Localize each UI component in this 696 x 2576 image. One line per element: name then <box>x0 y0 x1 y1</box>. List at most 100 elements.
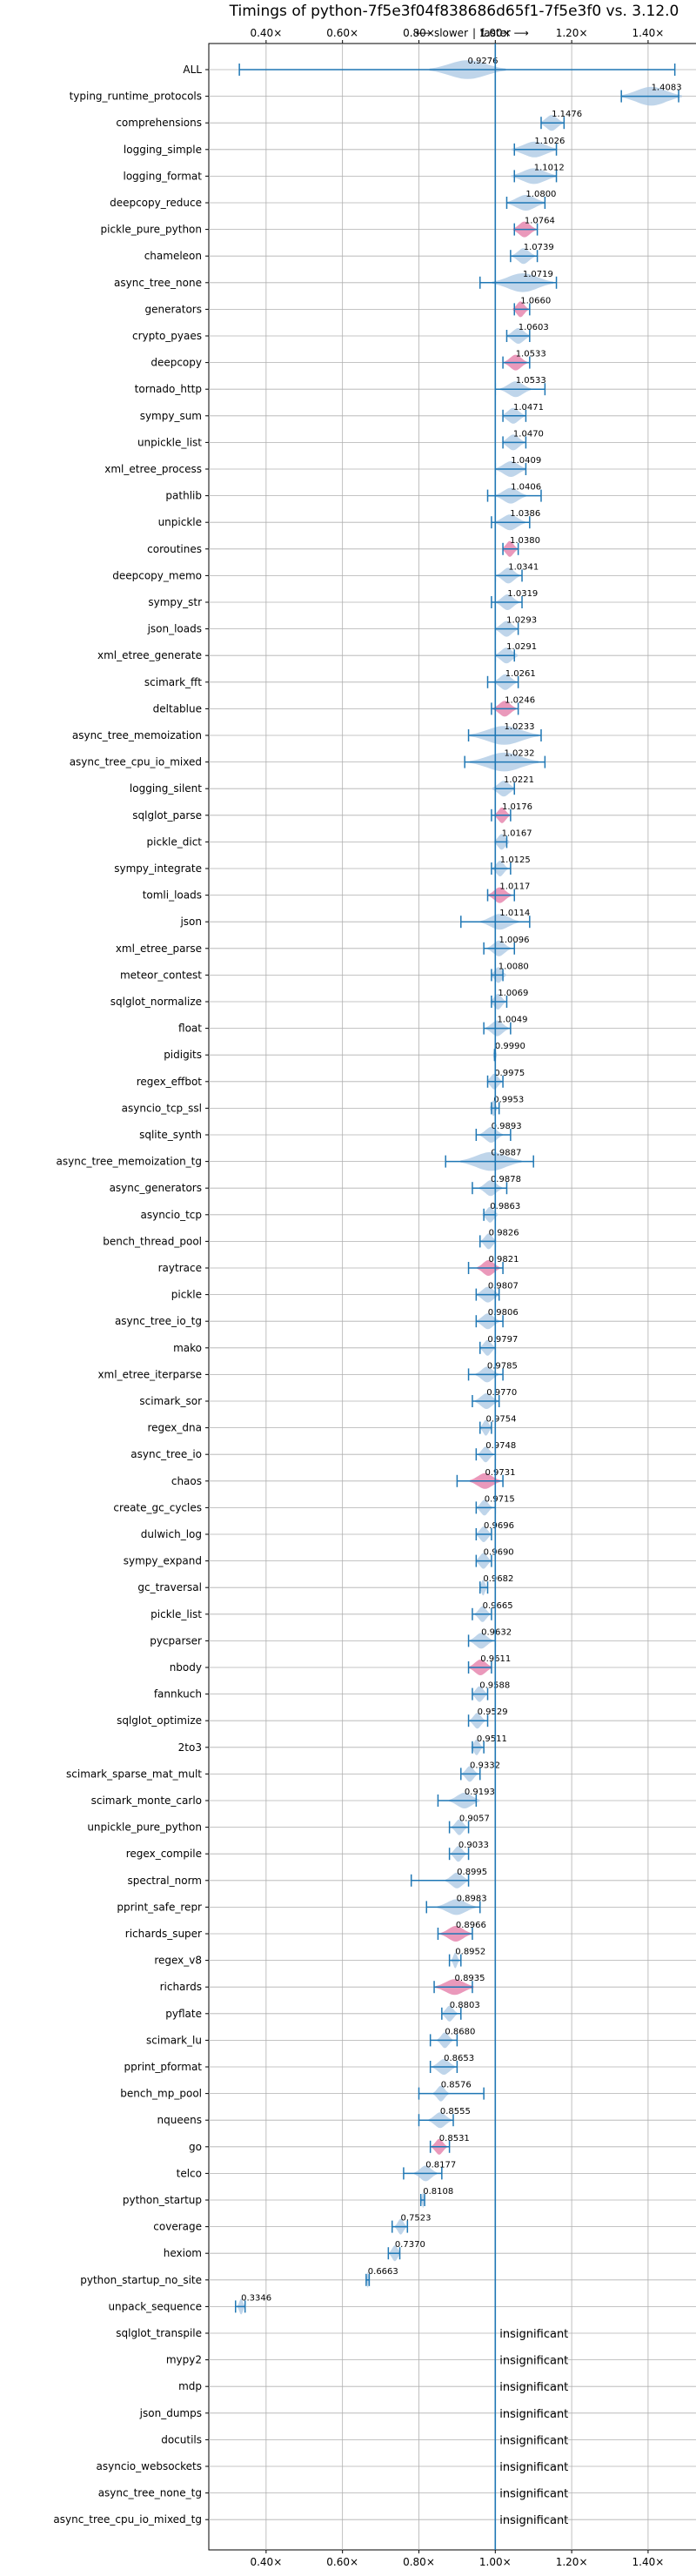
benchmark-name: async_tree_cpu_io_mixed_tg <box>53 2513 202 2526</box>
violins: 0.9276 1.4083 1.1476 1.1026 1.1012 1.0800 1.07… <box>234 44 682 2550</box>
benchmark-name: spectral_norm <box>127 1875 202 1887</box>
benchmark-name: mypy2 <box>166 2354 202 2366</box>
benchmark-name: hexiom <box>164 2247 202 2259</box>
insignificant-label: insignificant <box>499 2408 568 2421</box>
grid <box>209 44 696 2550</box>
value-label: 0.9332 <box>470 1761 500 1770</box>
benchmark-name: asyncio_tcp <box>140 1209 202 1221</box>
benchmark-name: logging_simple <box>124 144 202 156</box>
faster-label: faster ⟶ <box>480 27 529 39</box>
value-label: 1.4083 <box>652 84 682 93</box>
value-label: 1.0176 <box>502 802 532 812</box>
value-label: 1.0471 <box>513 403 544 413</box>
value-label: 1.0114 <box>499 909 530 918</box>
value-label: 1.0261 <box>505 669 536 679</box>
bottom-x-ticks: 0.40× 0.60× 0.80× 1.00× 1.20× 1.40× <box>250 2550 664 2568</box>
value-label: 0.9731 <box>485 1468 515 1478</box>
benchmark-name: create_gc_cycles <box>113 1501 202 1513</box>
benchmark-name: richards_super <box>125 1928 202 1940</box>
value-label: 0.9990 <box>495 1042 525 1051</box>
insignificant-label: insignificant <box>499 2381 568 2394</box>
value-label: 1.0764 <box>525 217 555 226</box>
insignificant-label: insignificant <box>499 2461 568 2474</box>
benchmark-name: ALL <box>183 64 202 76</box>
value-label: 1.0221 <box>504 775 534 785</box>
value-label: 0.9821 <box>488 1255 519 1265</box>
value-label: 1.0660 <box>520 296 551 305</box>
value-label: 0.9863 <box>490 1202 520 1211</box>
benchmark-name: pathlib <box>165 490 202 502</box>
insignificant-label: insignificant <box>499 2328 568 2341</box>
value-label: 0.9754 <box>485 1415 516 1425</box>
benchmark-name: pprint_pformat <box>124 2061 203 2073</box>
value-label: 1.0233 <box>505 722 535 732</box>
bottom-tick-label: 0.40× <box>250 2556 282 2568</box>
value-label: 1.0739 <box>524 243 554 252</box>
insignificant-label: insignificant <box>499 2355 568 2368</box>
benchmark-name: async_tree_memoization <box>72 729 202 741</box>
slower-label: ⟵ slower <box>416 27 468 39</box>
benchmark-name: sympy_sum <box>140 410 202 422</box>
benchmark-name: python_startup <box>123 2194 202 2206</box>
value-label: 0.9887 <box>491 1149 521 1158</box>
top-tick-label: 0.40× <box>250 27 282 39</box>
value-label: 0.6663 <box>368 2267 398 2277</box>
benchmark-name: scimark_fft <box>144 676 202 688</box>
benchmark-name: logging_format <box>123 170 202 182</box>
benchmark-name: sympy_integrate <box>114 862 202 875</box>
benchmark-name: sympy_expand <box>124 1555 202 1567</box>
benchmark-name: xml_etree_parse <box>116 943 202 955</box>
value-label: 1.0800 <box>525 190 556 199</box>
benchmark-name: regex_compile <box>126 1848 202 1860</box>
benchmark-name: scimark_sor <box>139 1395 202 1407</box>
value-label: 0.9807 <box>488 1282 519 1291</box>
benchmark-name: async_tree_none <box>114 277 202 289</box>
benchmark-name: pyflate <box>165 2008 202 2020</box>
value-label: 0.9276 <box>468 57 499 66</box>
benchmark-name: mdp <box>178 2380 202 2392</box>
value-label: 1.0096 <box>499 936 530 945</box>
value-label: 0.9785 <box>487 1361 518 1371</box>
value-label: 0.7370 <box>395 2240 425 2250</box>
benchmark-name: regex_effbot <box>137 1076 203 1088</box>
value-label: 0.8680 <box>445 2027 475 2036</box>
benchmark-name: float <box>178 1023 202 1035</box>
benchmark-name: tornado_http <box>135 383 202 395</box>
chart-title: Timings of python-7f5e3f04f838686d65f1-7… <box>229 3 679 20</box>
benchmark-name: unpickle <box>158 516 202 528</box>
value-label: 1.0293 <box>506 616 537 626</box>
benchmark-name: mako <box>173 1342 202 1354</box>
benchmark-name: deepcopy_reduce <box>110 197 202 209</box>
benchmark-name: chameleon <box>144 250 202 262</box>
benchmark-name: scimark_lu <box>146 2034 202 2046</box>
benchmark-name: sqlglot_transpile <box>116 2327 202 2339</box>
value-label: 1.0319 <box>507 589 538 599</box>
benchmark-name: chaos <box>171 1475 202 1487</box>
benchmark-name: asyncio_tcp_ssl <box>122 1102 202 1114</box>
y-tick-labels: ALL typing_runtime_protocols comprehension… <box>53 64 209 2526</box>
insignificant-label: insignificant <box>499 2434 568 2447</box>
top-x-ticks: 0.40× 0.60× 0.80× 1.00× 1.20× 1.40× <box>250 27 664 44</box>
benchmark-name: typing_runtime_protocols <box>70 91 202 103</box>
benchmark-name: sympy_str <box>148 596 202 608</box>
benchmark-name: async_tree_io <box>130 1448 202 1460</box>
value-label: 0.9632 <box>481 1627 512 1637</box>
benchmark-name: pickle <box>171 1289 202 1301</box>
value-label: 0.9748 <box>485 1441 516 1451</box>
bottom-tick-label: 1.00× <box>479 2556 512 2568</box>
value-label: 1.0246 <box>505 695 535 705</box>
value-label: 0.8555 <box>440 2107 471 2116</box>
benchmark-name: scimark_monte_carlo <box>91 1794 202 1807</box>
benchmark-name: async_tree_io_tg <box>115 1315 202 1327</box>
value-label: 0.8935 <box>455 1974 485 1983</box>
direction-separator: | <box>472 27 476 39</box>
benchmark-name: docutils <box>161 2433 202 2445</box>
top-tick-label: 1.20× <box>556 27 588 39</box>
benchmark-name: async_generators <box>110 1182 202 1194</box>
value-label: 0.8108 <box>423 2187 453 2197</box>
benchmark-name: deepcopy <box>151 357 202 369</box>
value-label: 0.8995 <box>457 1868 487 1877</box>
benchmark-name: pickle_dict <box>147 835 203 848</box>
benchmark-name: meteor_contest <box>120 969 202 981</box>
